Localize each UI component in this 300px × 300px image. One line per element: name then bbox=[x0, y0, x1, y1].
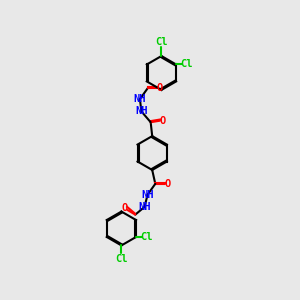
Text: NH: NH bbox=[141, 190, 154, 200]
Text: NH: NH bbox=[134, 94, 146, 104]
Text: NH: NH bbox=[135, 106, 148, 116]
Text: Cl: Cl bbox=[141, 232, 153, 242]
Text: Cl: Cl bbox=[155, 37, 168, 47]
Text: O: O bbox=[157, 83, 163, 93]
Text: Cl: Cl bbox=[115, 254, 128, 264]
Text: O: O bbox=[122, 203, 128, 214]
Text: Cl: Cl bbox=[181, 59, 193, 70]
Text: O: O bbox=[160, 116, 166, 126]
Text: O: O bbox=[164, 179, 171, 189]
Text: NH: NH bbox=[138, 202, 151, 212]
